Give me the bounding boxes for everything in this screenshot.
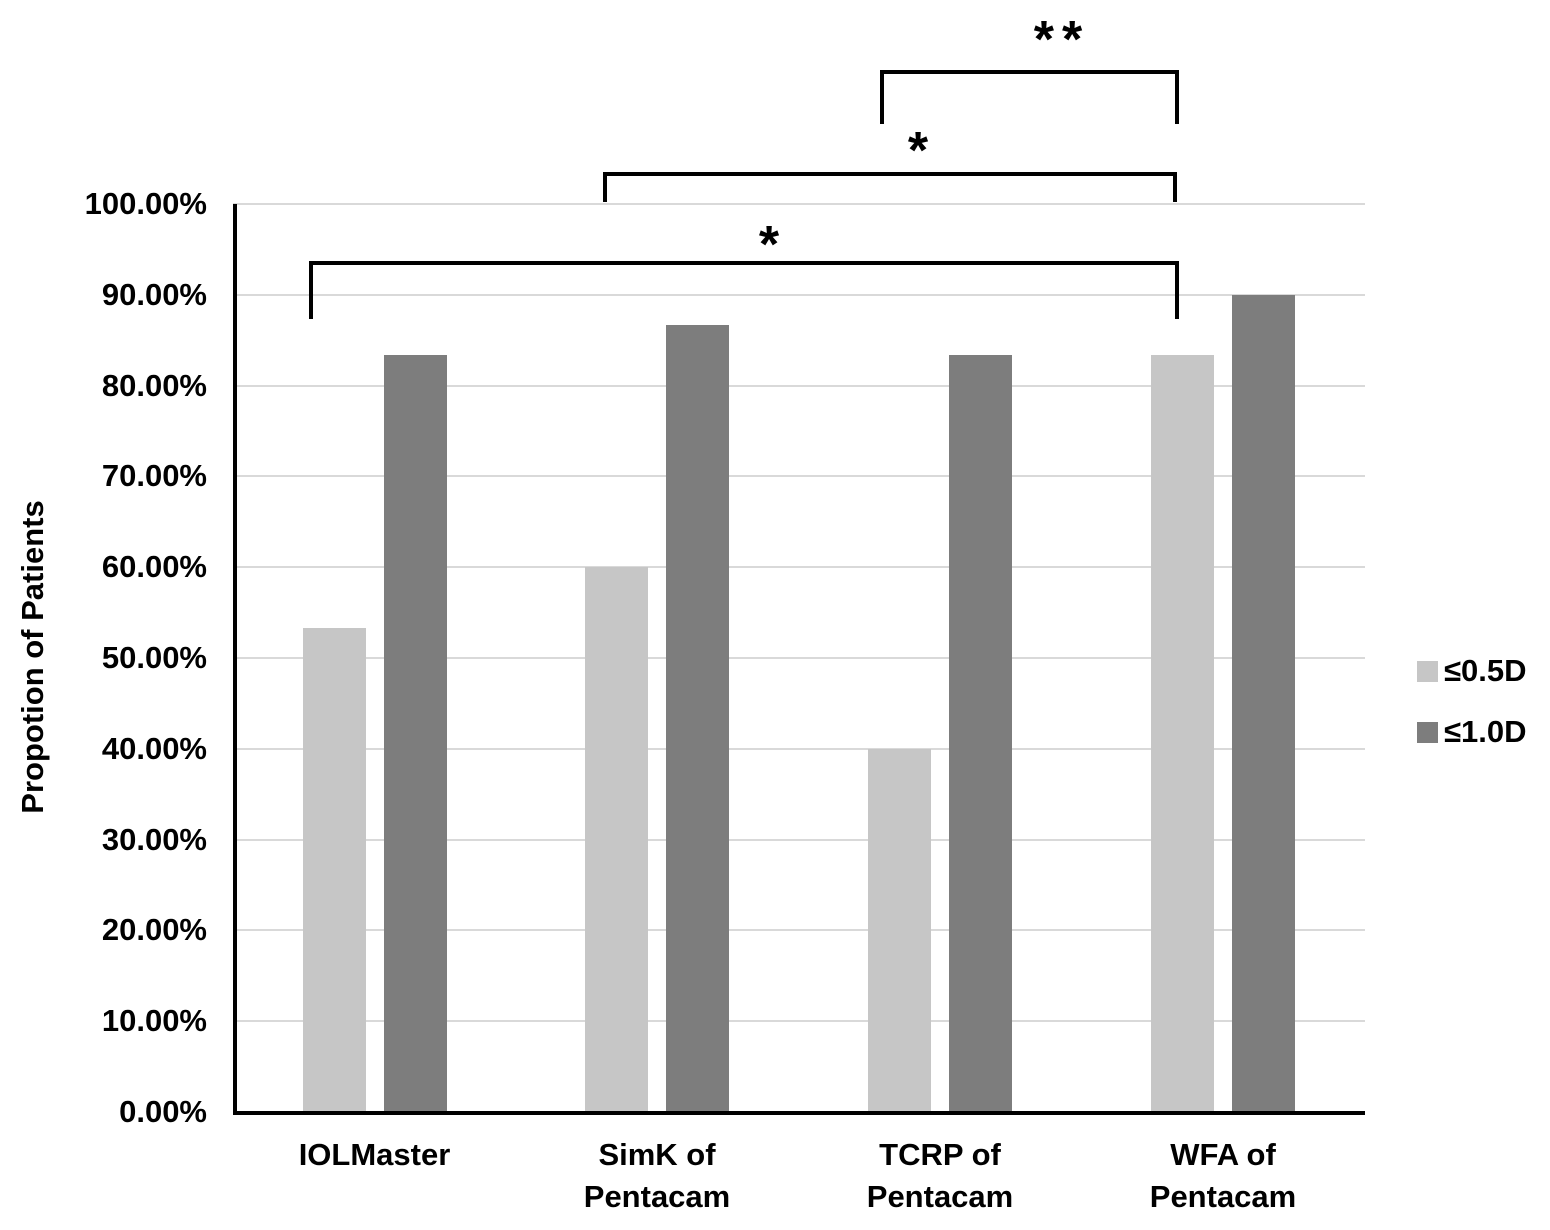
significance-bracket-line [309, 261, 1179, 265]
gridline [233, 293, 1365, 296]
significance-bracket-tick-right [1175, 70, 1179, 124]
x-category-label: TCRP of Pentacam [866, 1137, 1014, 1214]
x-category-label: IOLMaster [298, 1137, 451, 1172]
significance-label: ** [1033, 11, 1091, 69]
y-tick-label: 70.00% [101, 458, 207, 494]
legend-swatch-le10d [1417, 721, 1438, 743]
significance-label: * [907, 122, 937, 180]
gridline [233, 929, 1365, 932]
significance-bracket-tick-right [1173, 172, 1177, 202]
legend-label: ≤1.0D [1444, 714, 1527, 749]
legend-label: ≤0.5D [1444, 653, 1527, 688]
significance-bracket-line [880, 70, 1179, 74]
bar-le10d-0 [383, 355, 447, 1112]
bar-le05d-1 [585, 567, 648, 1112]
significance-label: * [758, 216, 788, 274]
gridline [233, 566, 1365, 569]
y-tick-label: 20.00% [101, 912, 207, 948]
y-tick-label: 10.00% [101, 1003, 207, 1039]
y-tick-label: 30.00% [101, 821, 207, 857]
significance-bracket-tick-left [603, 172, 607, 202]
y-tick-label: 80.00% [101, 367, 207, 403]
gridline [233, 203, 1365, 205]
gridline [233, 1020, 1365, 1023]
y-tick-label: 50.00% [101, 640, 207, 675]
significance-bracket-tick-left [309, 261, 313, 319]
legend-item: ≤0.5D [1417, 654, 1527, 688]
gridline [233, 475, 1365, 478]
y-tick-label: 100.00% [84, 186, 207, 221]
y-axis-line [233, 204, 237, 1115]
gridline [233, 838, 1365, 841]
bar-le10d-2 [949, 355, 1012, 1112]
bar-le10d-1 [666, 325, 729, 1112]
significance-bracket-tick-left [880, 70, 884, 124]
significance-bracket-line [603, 172, 1177, 176]
legend-swatch-le05d [1417, 660, 1438, 682]
x-category-label: WFA of Pentacam [1149, 1137, 1297, 1214]
y-tick-label: 0.00% [119, 1094, 207, 1129]
bar-le05d-2 [868, 748, 931, 1112]
x-category-label: SimK of Pentacam [583, 1137, 731, 1214]
gridline [233, 384, 1365, 387]
y-tick-label: 90.00% [101, 276, 207, 312]
gridline [233, 747, 1365, 750]
y-axis-title: Propotion of Patients [15, 500, 50, 814]
bar-le05d-0 [302, 627, 366, 1112]
bar-le05d-3 [1151, 355, 1214, 1112]
legend-item: ≤1.0D [1417, 715, 1527, 749]
y-tick-label: 60.00% [101, 549, 207, 585]
significance-bracket-tick-right [1175, 261, 1179, 319]
y-tick-label: 40.00% [101, 730, 207, 766]
gridline [233, 657, 1365, 659]
x-axis-line [233, 1111, 1365, 1115]
bar-le10d-3 [1232, 294, 1295, 1112]
